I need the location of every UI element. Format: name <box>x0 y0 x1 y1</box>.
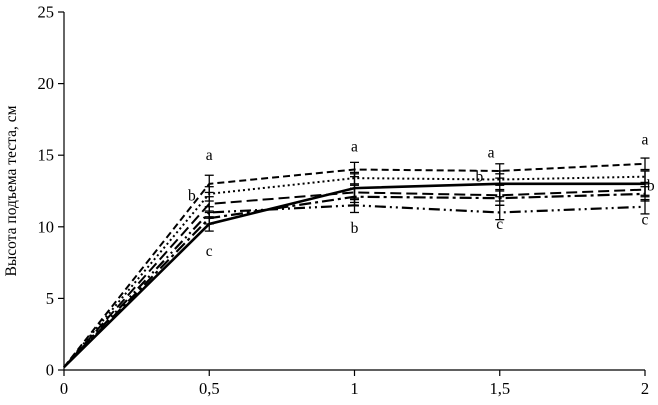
svg-text:25: 25 <box>38 3 55 22</box>
svg-text:10: 10 <box>38 217 55 236</box>
annotation-letter: b <box>476 169 484 186</box>
annotation-letter: a <box>351 139 358 156</box>
y-axis-title: Высота подъема теста, см <box>3 105 20 276</box>
svg-text:15: 15 <box>38 146 55 165</box>
svg-text:1: 1 <box>350 379 358 398</box>
annotation-letter: b <box>188 187 196 204</box>
svg-text:1,5: 1,5 <box>489 379 510 398</box>
annotation-letter: a <box>488 144 495 161</box>
annotation-letter: b <box>647 177 655 194</box>
annotation-letter: c <box>206 243 213 260</box>
svg-text:0,5: 0,5 <box>199 379 220 398</box>
svg-text:5: 5 <box>46 289 54 308</box>
svg-text:2: 2 <box>641 379 649 398</box>
annotation-letter: a <box>642 131 649 148</box>
annotation-letter: a <box>206 147 213 164</box>
svg-text:0: 0 <box>46 361 54 380</box>
svg-text:0: 0 <box>60 379 68 398</box>
annotation-letter: c <box>642 212 649 229</box>
annotation-letter: b <box>351 220 359 237</box>
svg-text:20: 20 <box>38 74 55 93</box>
annotation-letter: c <box>496 216 503 233</box>
